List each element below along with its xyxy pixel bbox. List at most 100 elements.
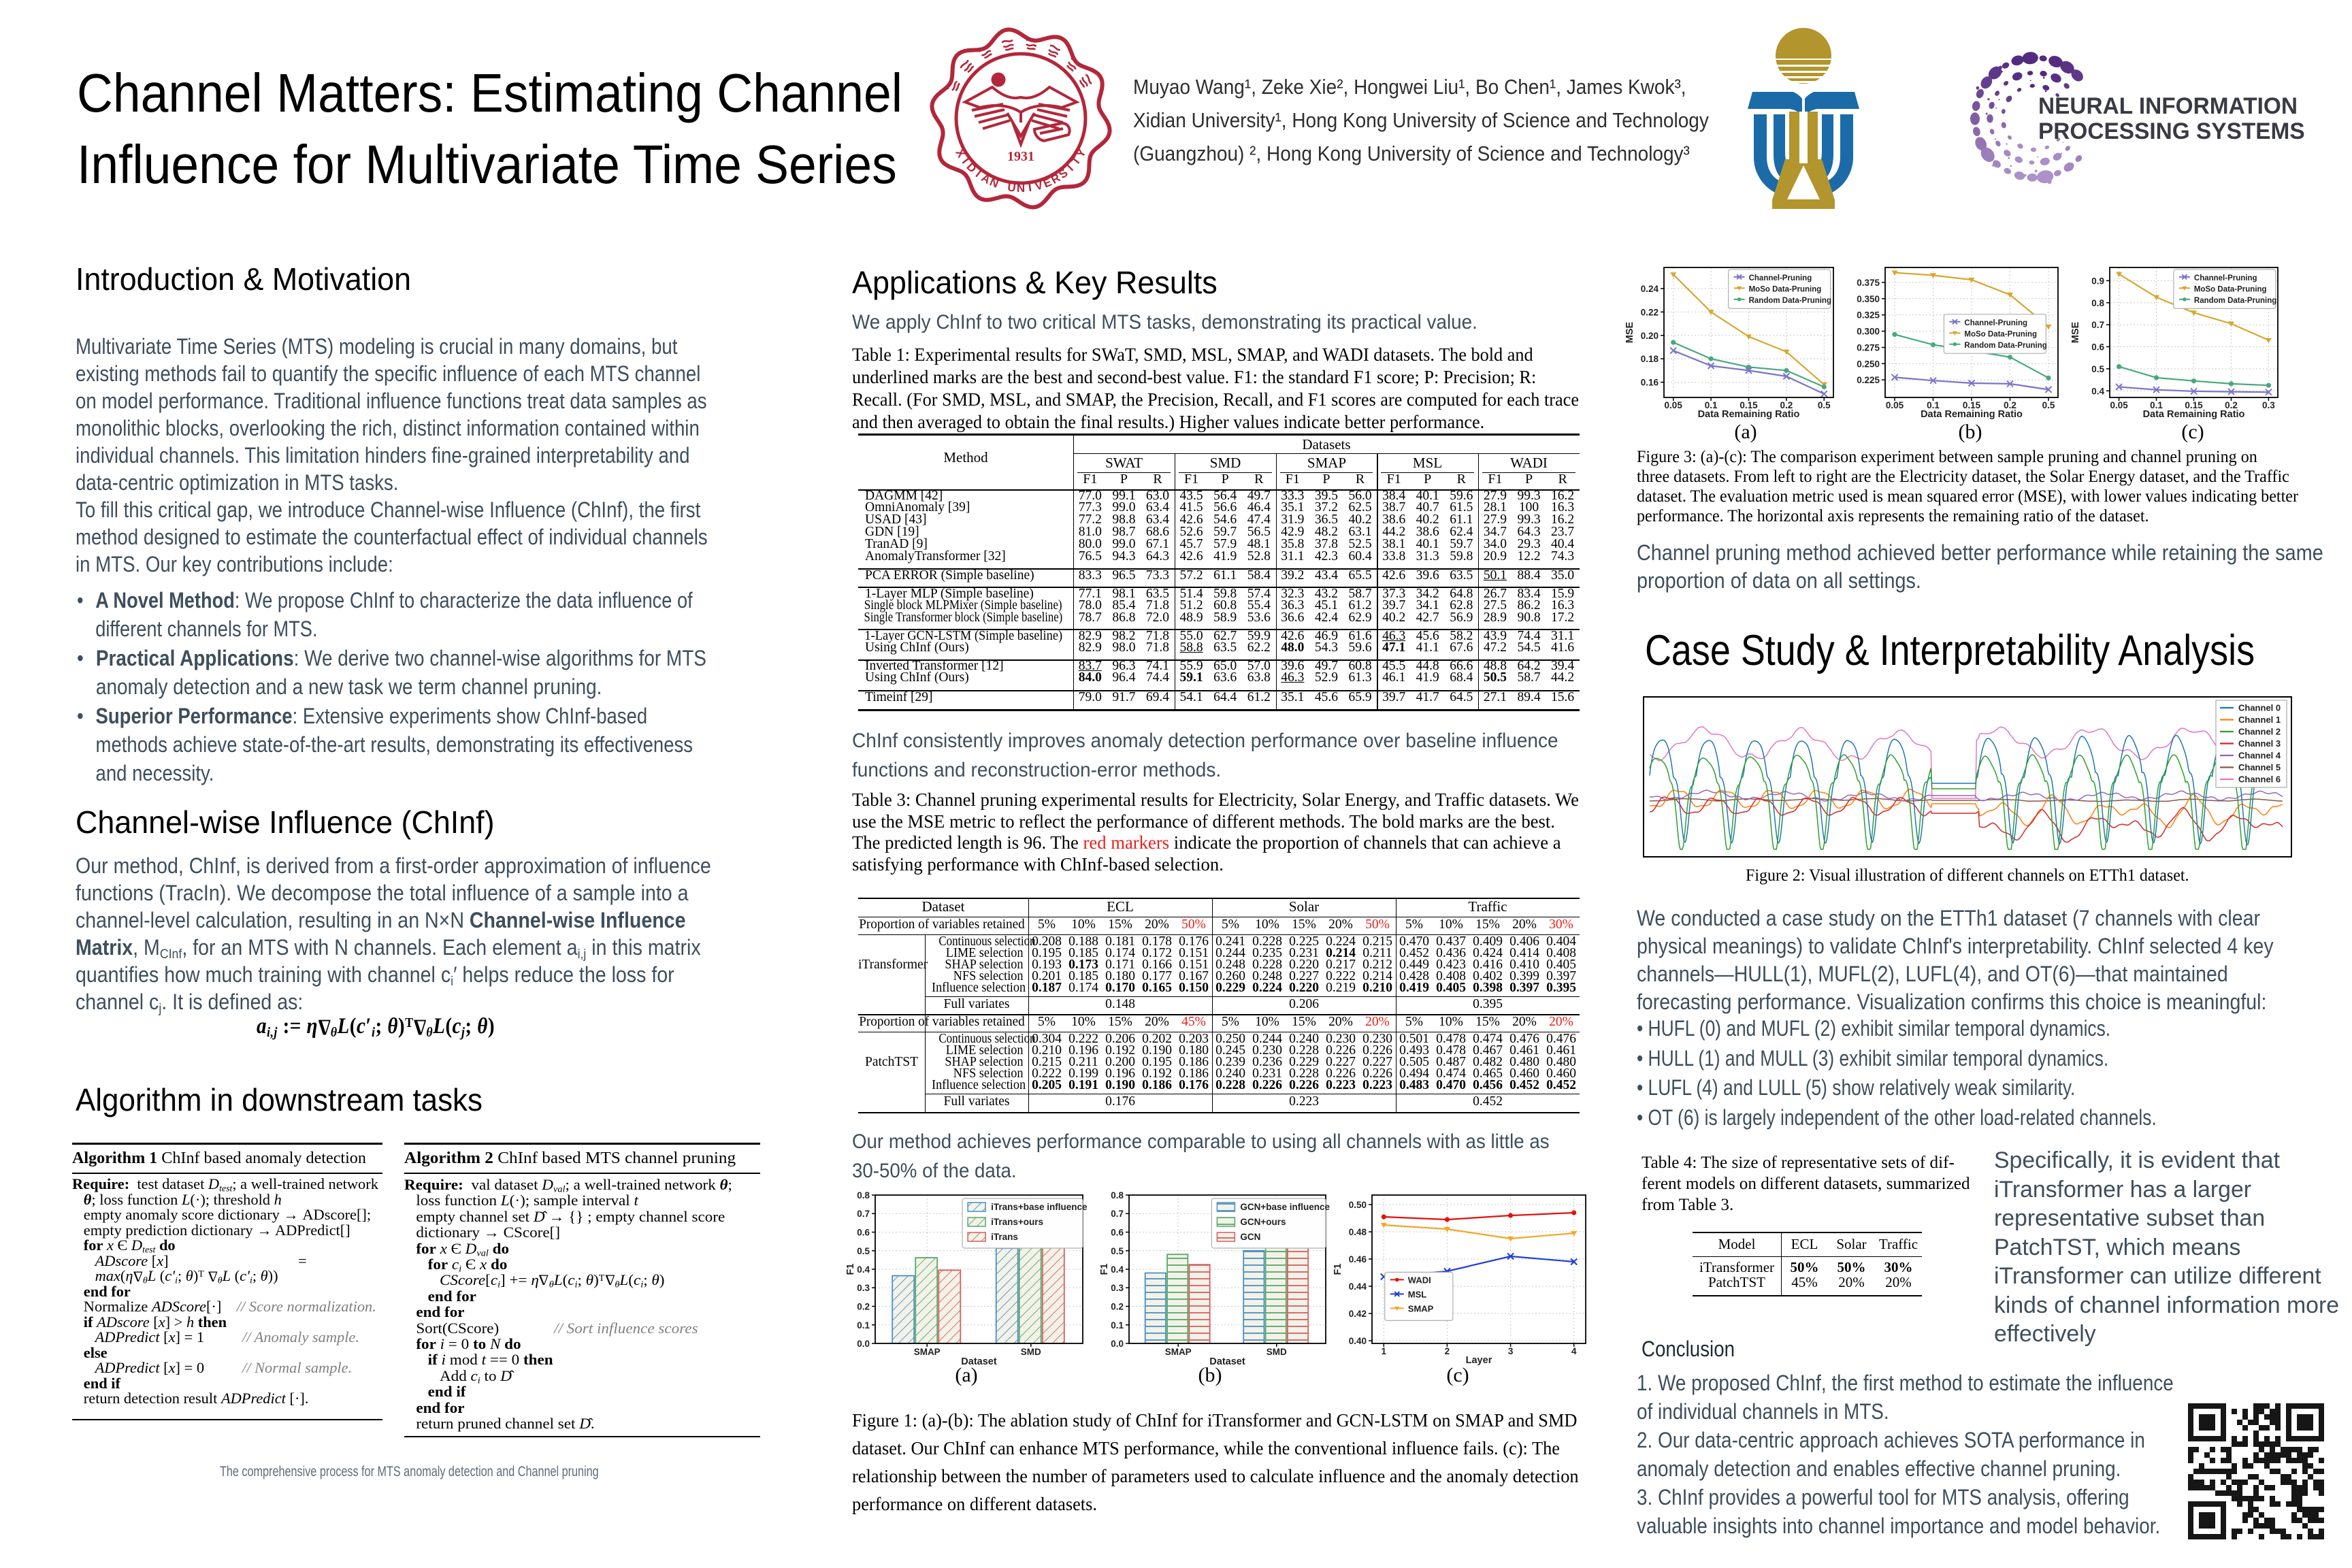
svg-text:0.16: 0.16 bbox=[1641, 378, 1659, 388]
svg-text:4: 4 bbox=[1571, 1346, 1577, 1356]
svg-text:Data Remaining Ratio: Data Remaining Ratio bbox=[1698, 409, 1800, 420]
svg-text:0.2: 0.2 bbox=[2004, 400, 2016, 410]
svg-text:Channel 2: Channel 2 bbox=[2238, 727, 2281, 737]
svg-text:0.4: 0.4 bbox=[2091, 386, 2104, 396]
svg-text:Channel-Pruning: Channel-Pruning bbox=[2194, 274, 2257, 282]
svg-text:1: 1 bbox=[1382, 1346, 1387, 1356]
svg-text:MSE: MSE bbox=[1624, 321, 1635, 343]
svg-text:0.2: 0.2 bbox=[2225, 400, 2238, 410]
svg-text:0.42: 0.42 bbox=[1349, 1309, 1367, 1319]
svg-text:0.1: 0.1 bbox=[1705, 400, 1718, 410]
svg-text:Channel 6: Channel 6 bbox=[2238, 774, 2281, 785]
svg-text:0.7: 0.7 bbox=[1111, 1209, 1124, 1219]
svg-text:GCN+base influence: GCN+base influence bbox=[1240, 1202, 1330, 1212]
svg-text:Layer: Layer bbox=[1466, 1355, 1492, 1366]
svg-text:0.300: 0.300 bbox=[1857, 327, 1880, 337]
svg-text:Channel 3: Channel 3 bbox=[2238, 738, 2281, 749]
svg-text:Dataset: Dataset bbox=[961, 1356, 997, 1367]
svg-text:0.18: 0.18 bbox=[1641, 354, 1659, 364]
svg-text:0.5: 0.5 bbox=[1818, 400, 1831, 410]
svg-text:0.1: 0.1 bbox=[2150, 400, 2163, 410]
svg-text:3: 3 bbox=[1508, 1346, 1514, 1356]
svg-text:0.375: 0.375 bbox=[1857, 278, 1880, 288]
svg-text:Data Remaining Ratio: Data Remaining Ratio bbox=[2143, 409, 2245, 420]
svg-text:0.05: 0.05 bbox=[1665, 400, 1683, 410]
svg-text:0.40: 0.40 bbox=[1349, 1336, 1367, 1346]
svg-text:0.9: 0.9 bbox=[2091, 276, 2104, 286]
svg-text:SMAP: SMAP bbox=[1408, 1303, 1434, 1313]
svg-text:0.325: 0.325 bbox=[1857, 310, 1880, 321]
svg-text:0.8: 0.8 bbox=[2091, 298, 2104, 308]
svg-text:MoSo Data-Pruning: MoSo Data-Pruning bbox=[2194, 285, 2267, 293]
svg-text:MSE: MSE bbox=[2070, 321, 2081, 343]
svg-text:iTrans+ours: iTrans+ours bbox=[991, 1217, 1043, 1227]
svg-text:SMAP: SMAP bbox=[914, 1347, 941, 1357]
svg-text:0.3: 0.3 bbox=[2262, 400, 2275, 410]
svg-text:U: U bbox=[1007, 180, 1017, 194]
svg-text:0.44: 0.44 bbox=[1349, 1281, 1367, 1292]
svg-text:N: N bbox=[1017, 182, 1025, 195]
svg-text:1931: 1931 bbox=[1007, 149, 1034, 164]
svg-text:0.225: 0.225 bbox=[1857, 375, 1880, 385]
svg-text:Channel 4: Channel 4 bbox=[2238, 751, 2281, 761]
svg-text:WADI: WADI bbox=[1408, 1275, 1431, 1285]
svg-text:Random Data-Pruning: Random Data-Pruning bbox=[1749, 297, 1831, 305]
svg-text:0.6: 0.6 bbox=[857, 1228, 870, 1238]
svg-text:Dataset: Dataset bbox=[1209, 1356, 1245, 1367]
svg-text:0.24: 0.24 bbox=[1641, 284, 1659, 294]
svg-text:SMD: SMD bbox=[1021, 1347, 1041, 1357]
svg-text:0.1: 0.1 bbox=[1111, 1320, 1124, 1330]
svg-text:GCN+ours: GCN+ours bbox=[1240, 1217, 1286, 1227]
svg-text:0.5: 0.5 bbox=[857, 1246, 870, 1256]
svg-text:iTrans+base influence: iTrans+base influence bbox=[991, 1202, 1088, 1212]
svg-text:0.15: 0.15 bbox=[2185, 400, 2203, 410]
svg-text:0.1: 0.1 bbox=[857, 1320, 870, 1330]
svg-text:Channel 1: Channel 1 bbox=[2238, 715, 2281, 725]
svg-text:0.05: 0.05 bbox=[1886, 400, 1904, 410]
svg-text:Channel-Pruning: Channel-Pruning bbox=[1749, 274, 1812, 282]
svg-text:0.2: 0.2 bbox=[857, 1302, 870, 1312]
svg-text:0.20: 0.20 bbox=[1641, 331, 1659, 341]
svg-text:0.8: 0.8 bbox=[1111, 1190, 1124, 1200]
svg-text:GCN: GCN bbox=[1240, 1232, 1260, 1242]
svg-text:0.4: 0.4 bbox=[857, 1264, 870, 1275]
svg-text:Data Remaining Ratio: Data Remaining Ratio bbox=[1921, 409, 2023, 420]
svg-text:0.6: 0.6 bbox=[2091, 342, 2104, 353]
svg-text:SMAP: SMAP bbox=[1165, 1347, 1192, 1357]
svg-text:Random Data-Pruning: Random Data-Pruning bbox=[2194, 297, 2276, 305]
svg-text:0.15: 0.15 bbox=[1740, 400, 1758, 410]
svg-text:0.2: 0.2 bbox=[1111, 1302, 1124, 1312]
svg-text:0.8: 0.8 bbox=[857, 1190, 870, 1200]
svg-text:0.4: 0.4 bbox=[1111, 1264, 1124, 1275]
svg-text:F1: F1 bbox=[1333, 1264, 1343, 1275]
svg-text:0.22: 0.22 bbox=[1641, 307, 1659, 317]
svg-text:Channel-Pruning: Channel-Pruning bbox=[1964, 319, 2027, 327]
svg-text:0.7: 0.7 bbox=[857, 1209, 870, 1219]
svg-text:0.250: 0.250 bbox=[1857, 359, 1880, 369]
svg-text:MoSo Data-Pruning: MoSo Data-Pruning bbox=[1749, 285, 1822, 293]
svg-text:Channel 0: Channel 0 bbox=[2238, 703, 2281, 713]
svg-text:0.0: 0.0 bbox=[857, 1339, 870, 1349]
svg-text:iTrans: iTrans bbox=[991, 1232, 1018, 1242]
svg-text:Channel 5: Channel 5 bbox=[2238, 762, 2281, 772]
svg-text:MoSo Data-Pruning: MoSo Data-Pruning bbox=[1964, 330, 2037, 338]
svg-text:Random Data-Pruning: Random Data-Pruning bbox=[1964, 342, 2046, 350]
svg-text:0.350: 0.350 bbox=[1857, 294, 1880, 304]
svg-text:0.275: 0.275 bbox=[1857, 343, 1880, 353]
svg-text:0.50: 0.50 bbox=[1349, 1200, 1367, 1210]
svg-text:0.3: 0.3 bbox=[857, 1283, 870, 1293]
svg-text:0.1: 0.1 bbox=[1927, 400, 1940, 410]
svg-text:2: 2 bbox=[1445, 1346, 1450, 1356]
svg-text:0.46: 0.46 bbox=[1349, 1254, 1367, 1264]
svg-text:0.7: 0.7 bbox=[2091, 320, 2104, 330]
svg-text:0.6: 0.6 bbox=[1111, 1228, 1124, 1238]
svg-text:F1: F1 bbox=[845, 1264, 856, 1275]
svg-text:0.05: 0.05 bbox=[2110, 400, 2128, 410]
svg-text:0.5: 0.5 bbox=[1111, 1246, 1124, 1256]
svg-text:I: I bbox=[1028, 181, 1032, 194]
svg-text:0.5: 0.5 bbox=[2042, 400, 2055, 410]
svg-text:0.48: 0.48 bbox=[1349, 1227, 1367, 1237]
svg-text:F1: F1 bbox=[1099, 1264, 1110, 1275]
svg-text:0.5: 0.5 bbox=[2091, 364, 2104, 374]
svg-text:0.3: 0.3 bbox=[1111, 1283, 1124, 1293]
